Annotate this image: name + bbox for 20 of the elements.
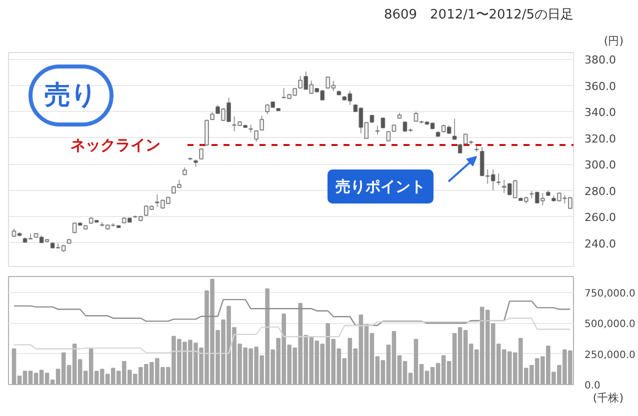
ref-line-label: ネックライン xyxy=(70,136,160,154)
annotation: 売りポイント xyxy=(336,178,426,196)
y-axis-title: (円) xyxy=(604,34,624,48)
y-tick-label: 240.0 xyxy=(584,237,616,250)
y-tick-label: 320.0 xyxy=(584,132,616,146)
y-tick-label: 380.0 xyxy=(584,54,616,67)
annotation: 売り xyxy=(44,80,98,110)
y-tick-label: 280.0 xyxy=(584,184,616,198)
y-tick-label: 340.0 xyxy=(584,106,616,120)
y-tick-label: 300.0 xyxy=(584,158,616,172)
y-tick-label: 260.0 xyxy=(584,211,616,224)
y-tick-label: 500,000.0 xyxy=(584,319,636,330)
line-series xyxy=(13,298,571,326)
y-tick-label: 360.0 xyxy=(584,80,616,93)
y-axis-title: (千株) xyxy=(592,392,624,404)
line-series xyxy=(13,318,571,354)
y-tick-label: 0.0 xyxy=(584,380,600,392)
y-tick-label: 250,000.0 xyxy=(584,350,636,361)
y-tick-label: 750,000.0 xyxy=(584,288,636,300)
chart-title: 8609 2012/1〜2012/5の日足 xyxy=(384,8,574,22)
